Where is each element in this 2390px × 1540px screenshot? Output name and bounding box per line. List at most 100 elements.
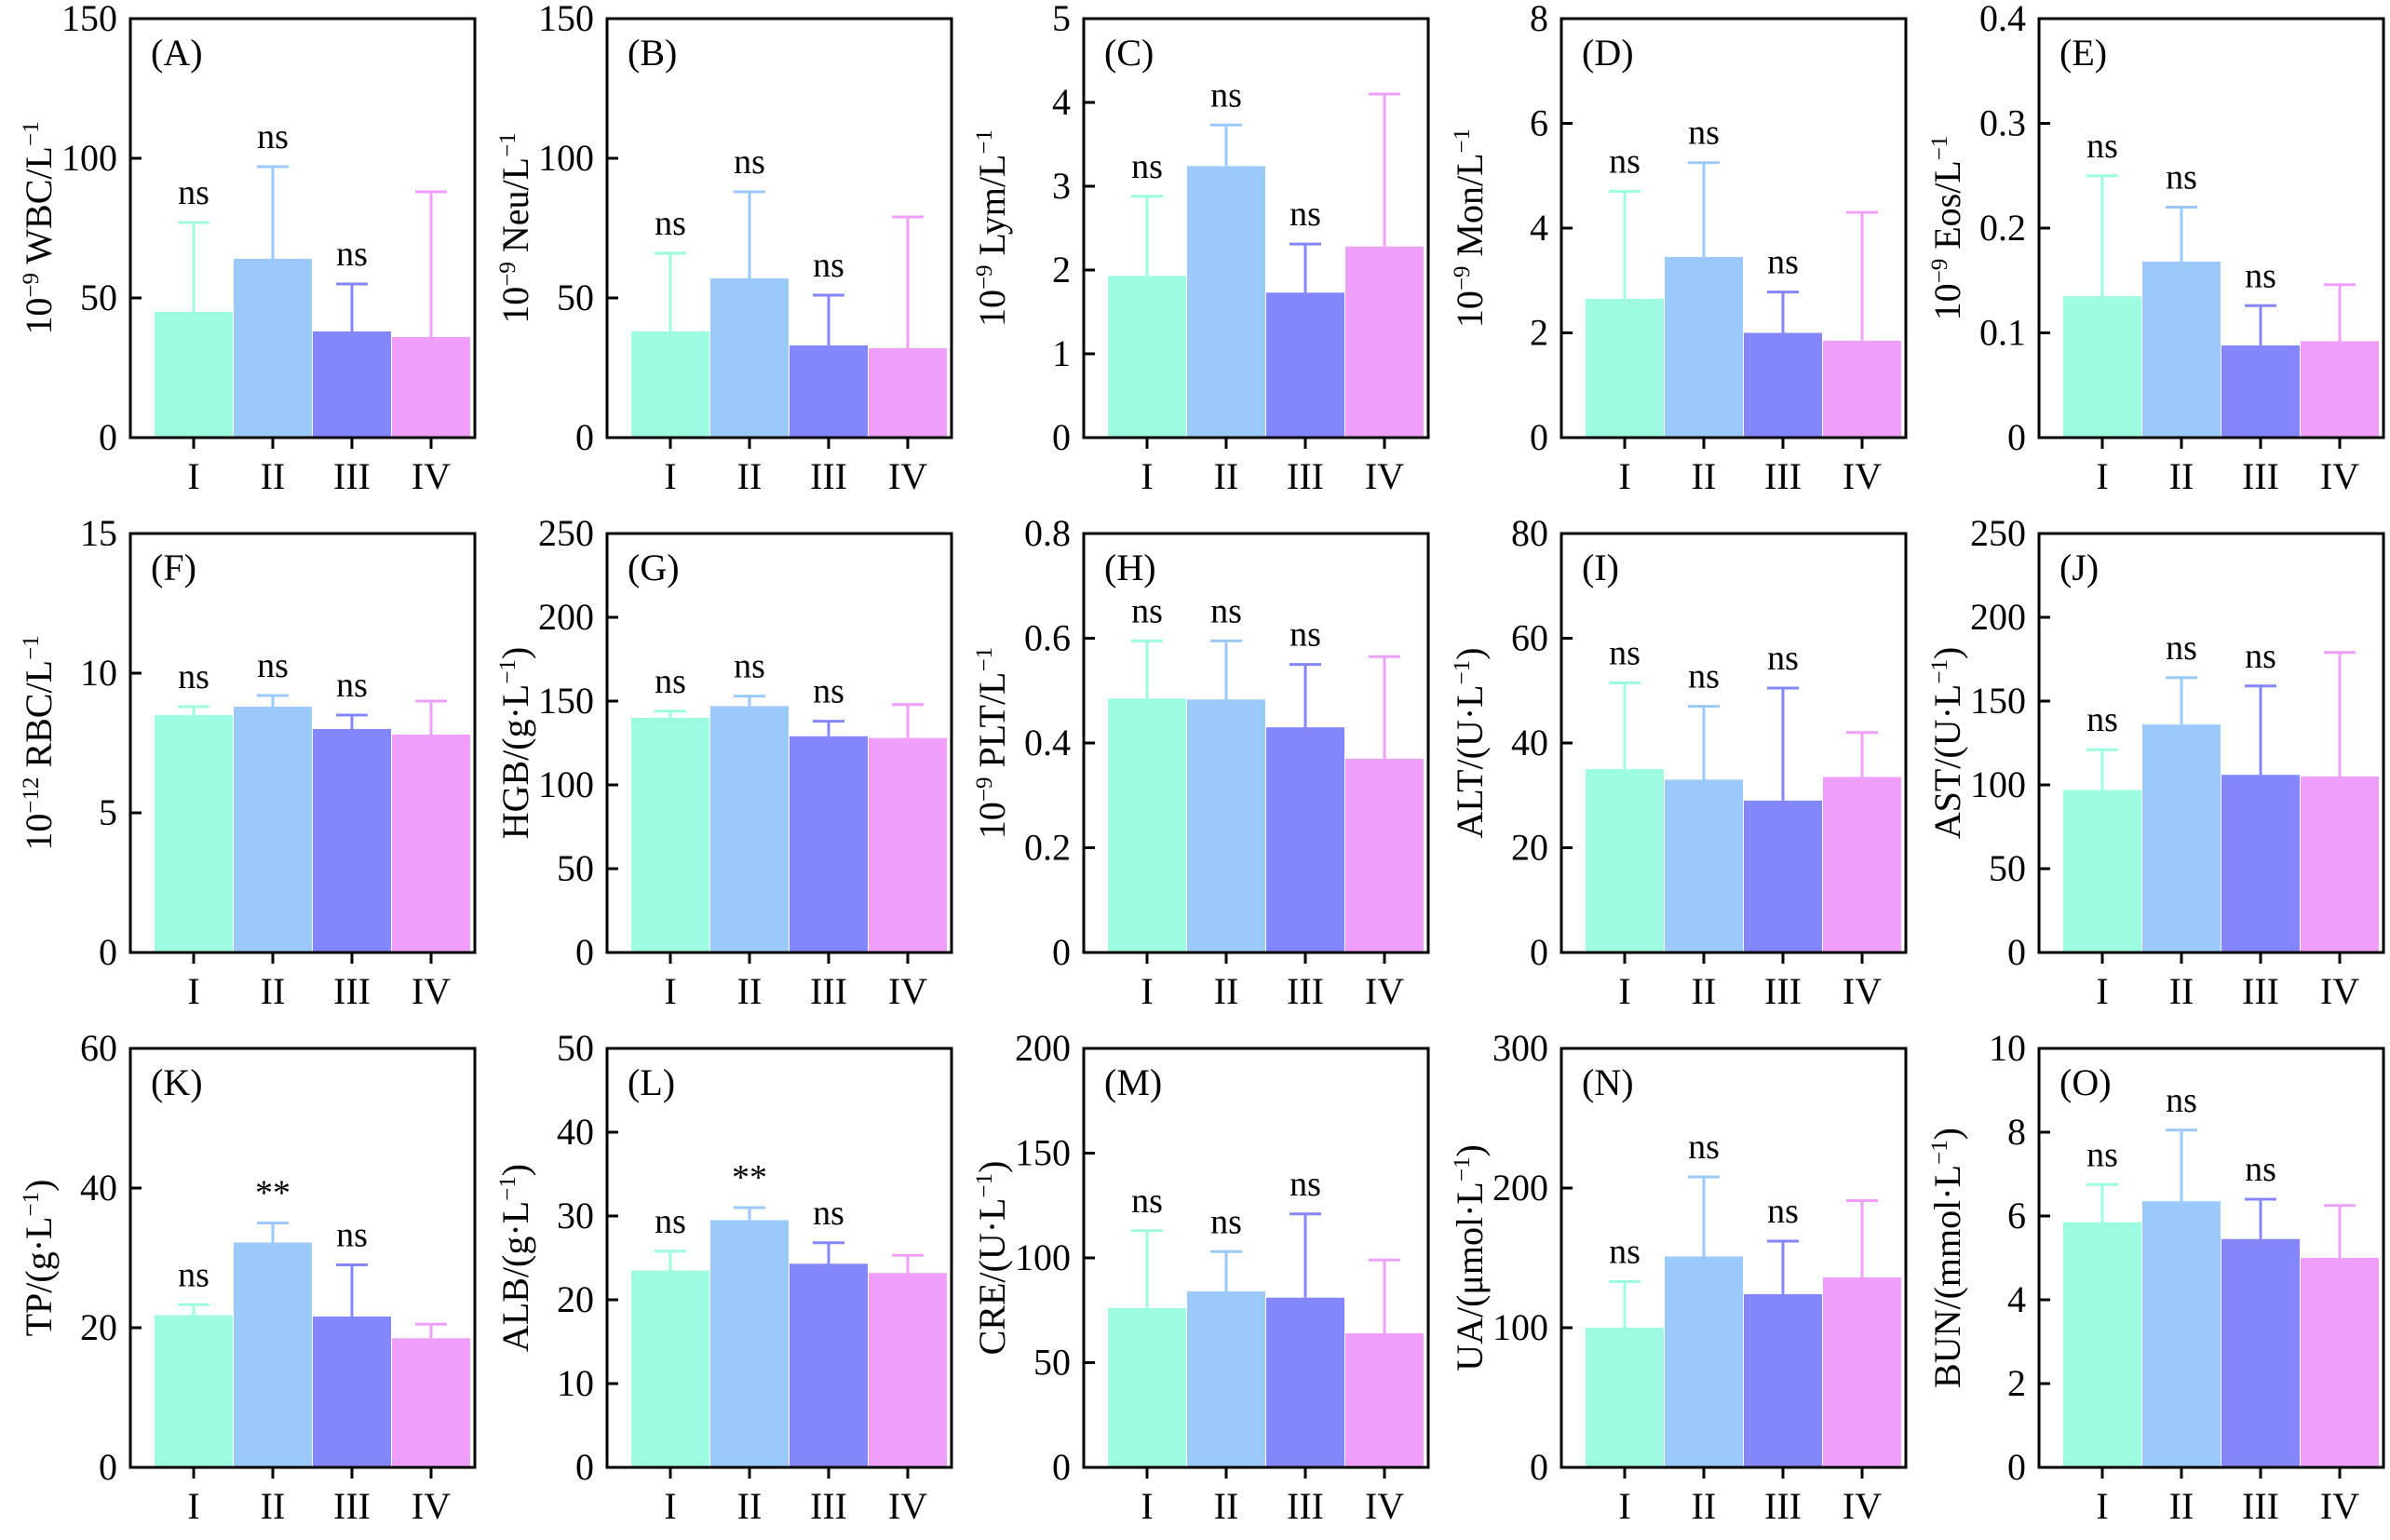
y-tick-label: 0: [99, 931, 117, 973]
panel-label: (K): [151, 1061, 203, 1103]
y-tick-label: 6: [2007, 1195, 2026, 1236]
y-axis-label: 10−9 Mon/L−1: [1449, 128, 1491, 328]
significance-label: **: [255, 1174, 290, 1213]
y-tick-label: 60: [1511, 617, 1548, 659]
panel-label: (H): [1104, 547, 1156, 588]
significance-label: ns: [734, 142, 765, 182]
x-tick-label: I: [1618, 970, 1630, 1012]
x-tick-label: I: [664, 1485, 676, 1527]
significance-label: ns: [2245, 637, 2276, 676]
x-tick-label: IV: [412, 455, 451, 497]
x-tick-label: II: [1692, 970, 1717, 1012]
y-tick-label: 200: [538, 596, 594, 638]
bar-i: [2063, 1222, 2141, 1467]
y-tick-label: 0.2: [1024, 827, 1071, 869]
y-axis-label: BUN/(mmol·L−1): [1926, 1128, 1968, 1388]
x-tick-label: II: [1214, 455, 1239, 497]
y-tick-label: 0: [2007, 416, 2026, 458]
bar-i: [631, 331, 709, 438]
panel-label: (J): [2059, 547, 2099, 588]
y-axis-label: TP/(g·L−1): [18, 1180, 60, 1337]
bar-ii: [710, 1220, 789, 1467]
bar-i: [631, 718, 709, 952]
bar-iv: [1823, 1277, 1901, 1467]
x-tick-label: III: [333, 455, 371, 497]
bar-ii: [234, 259, 312, 438]
significance-label: ns: [1767, 639, 1799, 678]
x-tick-label: III: [1287, 970, 1324, 1012]
significance-label: ns: [2166, 158, 2197, 197]
y-tick-label: 60: [80, 1027, 117, 1069]
panel-label: (F): [151, 547, 196, 588]
y-tick-label: 0.4: [1979, 0, 2026, 39]
bar-iii: [1744, 1294, 1822, 1467]
x-tick-label: IV: [2320, 455, 2359, 497]
y-tick-label: 0: [99, 416, 117, 458]
x-tick-label: I: [664, 455, 676, 497]
panel-label: (L): [628, 1061, 675, 1103]
significance-label: ns: [2166, 1081, 2197, 1120]
x-tick-label: II: [2169, 455, 2194, 497]
plot-frame: [605, 1047, 953, 1469]
x-tick-label: II: [737, 970, 763, 1012]
x-tick-label: I: [1618, 1485, 1630, 1527]
y-axis-label: 10−12 RBC/L−1: [18, 635, 60, 850]
bar-iii: [790, 345, 868, 438]
significance-label: ns: [1688, 114, 1720, 153]
y-tick-label: 2: [2007, 1362, 2026, 1404]
x-tick-label: IV: [1843, 455, 1882, 497]
y-tick-label: 150: [1970, 680, 2026, 722]
x-tick-label: III: [810, 970, 847, 1012]
y-tick-label: 300: [1492, 1027, 1548, 1069]
x-tick-label: I: [1141, 970, 1153, 1012]
bar-i: [1108, 1308, 1186, 1467]
plot-frame: [605, 532, 953, 954]
y-tick-label: 2: [1052, 249, 1071, 290]
y-axis-label: ALT/(U·L−1): [1449, 647, 1491, 838]
x-tick-label: III: [1764, 455, 1802, 497]
panel-label: (N): [1582, 1061, 1634, 1103]
bar-iii: [2221, 1238, 2300, 1467]
y-tick-label: 250: [1970, 512, 2026, 554]
panel-label: (A): [151, 32, 203, 74]
y-tick-label: 5: [1052, 0, 1071, 39]
y-tick-label: 0: [2007, 931, 2026, 973]
y-tick-label: 10: [1989, 1027, 2026, 1069]
x-tick-label: II: [1214, 1485, 1239, 1527]
significance-label: ns: [1290, 615, 1321, 655]
x-tick-label: IV: [1365, 970, 1404, 1012]
y-tick-label: 0: [2007, 1446, 2026, 1488]
y-tick-label: 20: [557, 1278, 594, 1320]
significance-label: ns: [655, 662, 686, 701]
significance-label: ns: [1609, 1233, 1641, 1272]
significance-label: ns: [1609, 633, 1641, 672]
significance-label: ns: [1210, 591, 1242, 630]
significance-label: ns: [813, 1194, 844, 1233]
y-tick-label: 50: [557, 1027, 594, 1069]
significance-label: ns: [178, 1255, 209, 1294]
significance-label: ns: [655, 204, 686, 243]
y-tick-label: 100: [538, 763, 594, 805]
y-tick-label: 40: [80, 1167, 117, 1209]
x-tick-label: II: [737, 455, 763, 497]
x-tick-label: IV: [2320, 970, 2359, 1012]
x-tick-label: IV: [888, 970, 927, 1012]
plot-frame: [1082, 17, 1430, 439]
significance-label: ns: [1290, 1165, 1321, 1204]
significance-label: ns: [1609, 142, 1641, 182]
significance-label: ns: [1210, 75, 1242, 115]
y-tick-label: 250: [538, 512, 594, 554]
y-tick-label: 3: [1052, 165, 1071, 207]
x-tick-label: IV: [1365, 1485, 1404, 1527]
x-tick-label: III: [810, 1485, 847, 1527]
bar-ii: [1187, 699, 1265, 952]
y-tick-label: 50: [1033, 1342, 1071, 1384]
x-tick-label: II: [1692, 1485, 1717, 1527]
